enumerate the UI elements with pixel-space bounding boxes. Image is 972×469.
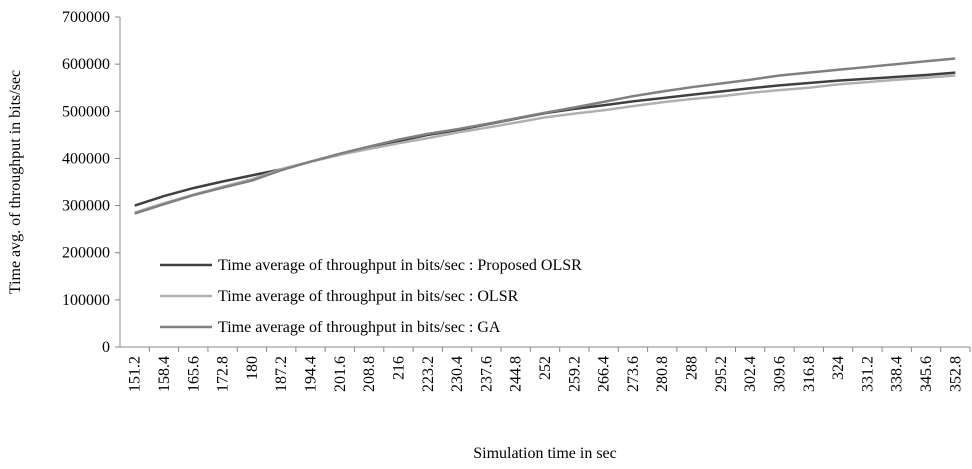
x-tick-label: 223.2	[420, 356, 437, 392]
y-tick-label: 600000	[62, 56, 110, 73]
x-tick-label: 201.6	[332, 356, 349, 392]
x-tick-label: 158.4	[156, 356, 173, 392]
series-line	[134, 57, 956, 215]
x-tick-label: 237.6	[478, 356, 495, 392]
x-tick-label: 151.2	[127, 356, 144, 392]
x-tick-label: 324	[830, 356, 847, 380]
legend-label: Time average of throughput in bits/sec :…	[218, 319, 501, 336]
y-tick-label: 0	[102, 339, 110, 356]
x-tick-label: 252	[537, 356, 554, 380]
x-tick-label: 244.8	[508, 356, 525, 392]
x-tick-label: 302.4	[742, 356, 759, 392]
x-tick-label: 172.8	[215, 356, 232, 392]
y-tick-label: 100000	[62, 292, 110, 309]
x-tick-label: 259.2	[566, 356, 583, 392]
legend-label: Time average of throughput in bits/sec :…	[218, 288, 519, 305]
x-tick-label: 288	[684, 356, 701, 380]
x-tick-label: 295.2	[713, 356, 730, 392]
series-line	[134, 71, 956, 207]
x-tick-label: 309.6	[771, 356, 788, 392]
legend-label: Time average of throughput in bits/sec :…	[218, 257, 582, 274]
x-tick-label: 266.4	[596, 356, 613, 392]
x-tick-label: 187.2	[273, 356, 290, 392]
x-tick-label: 208.8	[361, 356, 378, 392]
x-tick-label: 273.6	[625, 356, 642, 392]
x-tick-label: 216	[390, 356, 407, 380]
x-tick-label: 345.6	[918, 356, 935, 392]
x-tick-label: 194.4	[303, 356, 320, 392]
x-axis-title: Simulation time in sec	[473, 445, 617, 462]
x-tick-label: 280.8	[654, 356, 671, 392]
y-tick-label: 500000	[62, 103, 110, 120]
x-tick-label: 352.8	[947, 356, 964, 392]
x-tick-label: 230.4	[449, 356, 466, 392]
y-tick-label: 400000	[62, 150, 110, 167]
y-tick-label: 700000	[62, 9, 110, 26]
y-tick-label: 300000	[62, 198, 110, 215]
x-tick-label: 180	[244, 356, 261, 380]
y-axis-title: Time avg. of throughput in bits/sec	[7, 70, 24, 294]
x-tick-label: 316.8	[801, 356, 818, 392]
x-tick-label: 165.6	[185, 356, 202, 392]
x-tick-label: 331.2	[859, 356, 876, 392]
y-tick-label: 200000	[62, 245, 110, 262]
x-tick-label: 338.4	[889, 356, 906, 392]
series-line	[134, 74, 956, 214]
